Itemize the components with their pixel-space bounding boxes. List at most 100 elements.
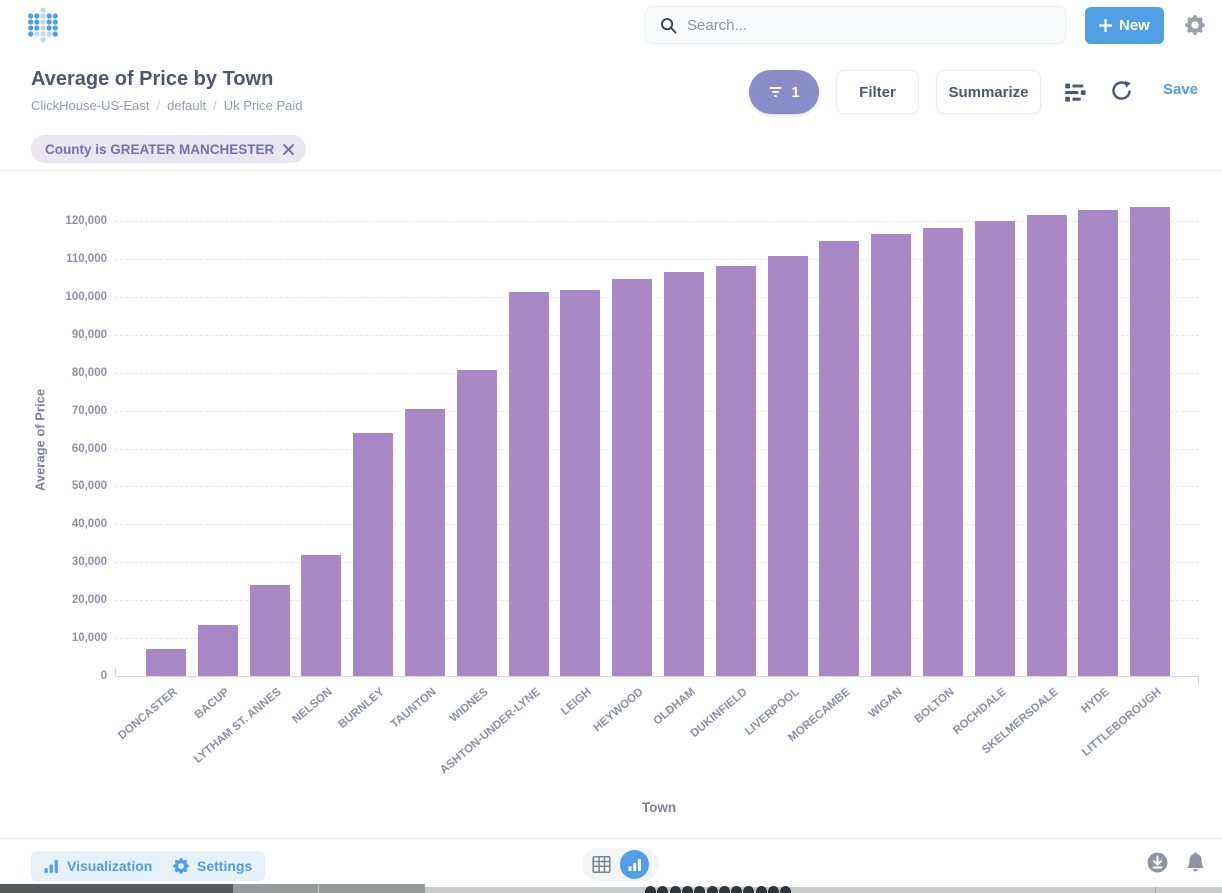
y-tick-label: 10,000 — [71, 632, 107, 645]
x-axis-label: LYTHAM ST. ANNES — [191, 686, 284, 766]
gridline — [115, 296, 1199, 298]
save-button[interactable]: Save — [1163, 81, 1199, 98]
gridline — [115, 221, 1199, 222]
chart-bar[interactable] — [1026, 214, 1067, 676]
gridline — [115, 410, 1199, 412]
strip-segment-mid — [233, 884, 425, 893]
strip-segment-light — [425, 884, 1222, 893]
gridline — [115, 448, 1199, 450]
chart-bar[interactable] — [197, 625, 238, 676]
y-tick-label: 60,000 — [71, 442, 107, 455]
chart-bar[interactable] — [871, 233, 912, 676]
x-axis-label: ROCHDALE — [950, 686, 1009, 738]
strip-dots — [0, 884, 1222, 893]
metabase-logo-icon[interactable] — [28, 7, 58, 43]
plus-icon — [1099, 19, 1112, 32]
chart-bar[interactable] — [612, 279, 653, 676]
plot-area — [115, 206, 1199, 685]
chart-bar[interactable] — [146, 649, 186, 676]
chart-bar[interactable] — [301, 555, 342, 676]
breadcrumb-item[interactable]: default — [167, 98, 207, 113]
y-tick-label: 110,000 — [66, 252, 107, 265]
new-button[interactable]: New — [1085, 7, 1164, 44]
x-axis-label: WIGAN — [866, 686, 905, 721]
refresh-icon[interactable] — [1109, 80, 1133, 104]
chart-bar[interactable] — [819, 240, 860, 676]
chart-bar[interactable] — [508, 292, 549, 676]
strip-dot — [755, 886, 767, 893]
x-axis-label: SKELMERSDALE — [979, 686, 1061, 757]
table-chart-toggle — [582, 848, 659, 881]
chart-settings-button[interactable]: Settings — [160, 851, 266, 881]
x-axis-line — [115, 676, 1199, 677]
breadcrumb-separator: / — [156, 98, 161, 113]
axis-tick — [115, 668, 116, 676]
chart-bar[interactable] — [974, 220, 1015, 676]
strip-dot — [645, 886, 656, 893]
strip-dot — [681, 886, 693, 893]
table-view-icon[interactable] — [592, 855, 611, 874]
x-axis-label: LIVERPOOL — [742, 686, 802, 738]
y-tick-label: 80,000 — [71, 366, 107, 379]
strip-dot — [706, 886, 718, 893]
strip-dot — [669, 886, 681, 893]
visualization-label: Visualization — [67, 858, 153, 874]
y-tick-label: 50,000 — [71, 480, 107, 493]
search-input[interactable] — [687, 16, 1051, 34]
y-tick-label: 90,000 — [71, 328, 107, 341]
x-axis-label: LEIGH — [559, 686, 595, 718]
gridline — [115, 562, 1199, 564]
strip-dot — [718, 886, 730, 893]
strip-segment-dark — [0, 884, 233, 893]
chart-bar[interactable] — [1130, 206, 1171, 676]
breadcrumb-item[interactable]: ClickHouse-US-East — [31, 98, 150, 113]
summarize-button[interactable]: Summarize — [936, 70, 1041, 114]
x-axis-label: OLDHAM — [651, 686, 698, 728]
chart-bar[interactable] — [923, 228, 963, 676]
x-axis-label: BURNLEY — [336, 686, 387, 731]
filter-chip[interactable]: County is GREATER MANCHESTER — [31, 135, 307, 163]
visualization-button[interactable]: Visualization — [31, 851, 166, 881]
chart-bar[interactable] — [767, 255, 808, 676]
chart-bar[interactable] — [249, 585, 290, 676]
search-icon — [661, 17, 677, 33]
strip-dot — [743, 886, 755, 893]
chart-bar[interactable] — [664, 272, 704, 676]
x-axis-label: WIDNES — [447, 686, 491, 725]
y-tick-label: 0 — [100, 670, 107, 682]
x-axis-label: ASHTON-UNDER-LYNE — [437, 686, 543, 777]
bar-chart-icon — [44, 859, 58, 873]
chart-bar[interactable] — [353, 433, 394, 676]
filter-button[interactable]: Filter — [836, 70, 919, 114]
y-tick-label: 20,000 — [71, 594, 107, 607]
close-icon[interactable] — [283, 143, 295, 155]
notebook-editor-icon[interactable] — [1064, 80, 1088, 104]
applied-filters-row: County is GREATER MANCHESTER — [0, 128, 1222, 171]
chart-bar[interactable] — [715, 265, 756, 676]
strip-dot — [731, 886, 743, 893]
filter-count-pill[interactable]: 1 — [749, 70, 819, 114]
chart-bar[interactable] — [1078, 210, 1119, 676]
filter-chip-label: County is GREATER MANCHESTER — [45, 141, 275, 157]
chart-bar[interactable] — [405, 409, 445, 676]
breadcrumb-item[interactable]: Uk Price Paid — [223, 98, 303, 113]
chart-bar[interactable] — [560, 290, 601, 676]
bell-icon[interactable] — [1186, 852, 1205, 872]
bottom-edge-strip — [0, 884, 1222, 893]
download-icon[interactable] — [1147, 852, 1168, 873]
x-axis-label: TAUNTON — [388, 686, 439, 731]
y-tick-label: 70,000 — [71, 404, 107, 417]
gridline — [115, 600, 1199, 602]
gridline — [115, 372, 1199, 374]
settings-gear-icon[interactable] — [1185, 15, 1205, 35]
chart-view-toggle-active[interactable] — [620, 850, 649, 879]
axis-tick — [1198, 676, 1199, 685]
x-axis-label: DUKINFIELD — [688, 686, 750, 740]
chart-bar[interactable] — [456, 369, 497, 676]
x-axis-label: DONCASTER — [116, 686, 180, 743]
gear-icon — [173, 858, 189, 874]
x-axis-title: Town — [641, 800, 677, 815]
x-axis-label: HYDE — [1079, 686, 1113, 716]
search-bar[interactable] — [645, 6, 1066, 44]
